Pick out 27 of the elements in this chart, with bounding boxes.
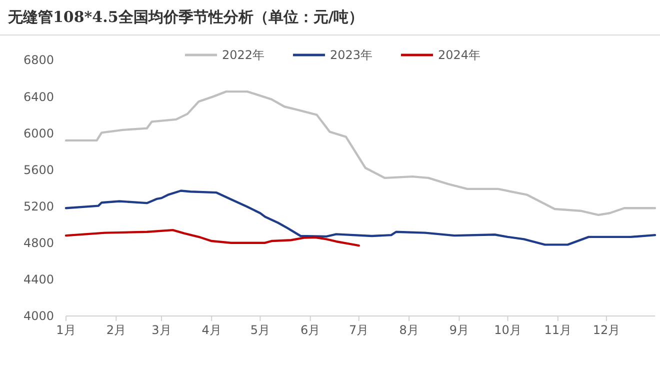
x-tick-label: 5月 [250,323,270,337]
legend-label: 2022年 [222,48,265,62]
y-tick-label: 5200 [23,199,54,214]
legend-label: 2023年 [330,48,373,62]
x-tick-label: 7月 [349,323,369,337]
y-tick-label: 6400 [23,90,54,104]
x-tick-label: 10月 [494,323,522,337]
chart-title: 无缝管108*4.5全国均价季节性分析（单位：元/吨） [7,8,364,26]
x-tick-label: 11月 [544,323,572,337]
x-tick-label: 6月 [300,323,320,337]
x-tick-label: 3月 [152,323,172,337]
x-tick-label: 9月 [449,323,470,337]
x-tick-label: 4月 [202,323,222,337]
y-tick-label: 4400 [23,272,54,287]
x-tick-label: 8月 [399,323,419,337]
x-tick-label: 1月 [56,323,76,337]
legend-label: 2024年 [438,48,481,62]
y-tick-label: 6800 [23,53,54,68]
y-tick-label: 6000 [23,126,54,140]
x-tick-label: 2月 [106,323,126,337]
line-series [64,90,656,216]
x-tick-label: 12月 [592,323,620,337]
y-tick-label: 4000 [23,309,54,324]
y-tick-label: 5600 [23,162,54,177]
y-tick-label: 4800 [23,236,54,250]
line-series [64,190,656,246]
line-series [64,228,360,247]
